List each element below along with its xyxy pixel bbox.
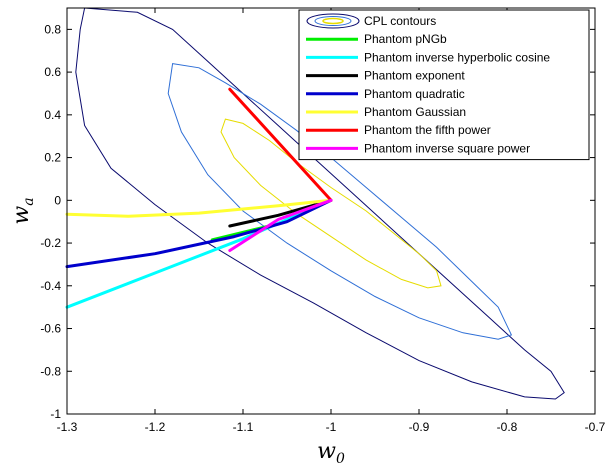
y-tick-label: -0.6: [40, 322, 61, 336]
x-tick-label: -0.8: [497, 420, 518, 434]
x-tick-label: -1.1: [233, 420, 254, 434]
y-tick-label: -0.8: [40, 364, 61, 378]
legend-label: Phantom quadratic: [364, 87, 465, 101]
x-tick-label: -0.7: [585, 420, 605, 434]
x-axis-label-sub: 0: [336, 451, 345, 467]
y-tick-label: 0: [54, 193, 61, 207]
y-tick-label: -0.2: [40, 236, 61, 250]
y-tick-label: -0.4: [40, 279, 61, 293]
x-tick-label: -1.2: [145, 420, 166, 434]
legend-swatch-contour-mid: [314, 16, 352, 26]
x-axis-label-main: w: [317, 439, 336, 464]
y-tick-label: -1: [50, 407, 61, 421]
legend-label: Phantom inverse hyperbolic cosine: [364, 50, 550, 64]
y-tick-label: 0.6: [44, 65, 61, 79]
legend-swatch-contour-inner: [322, 17, 344, 25]
x-axis-label: w0: [317, 439, 345, 467]
legend-item: Phantom inverse square power: [306, 141, 530, 155]
legend-label: Phantom pNGb: [364, 32, 447, 46]
legend-item: Phantom inverse hyperbolic cosine: [306, 50, 550, 64]
series-line-phantom-gaussian: [65, 198, 333, 218]
series-line-phantom-quadratic: [65, 198, 333, 269]
legend-item: CPL contours: [306, 13, 436, 29]
legend-label: CPL contours: [364, 14, 436, 28]
legend-box: [298, 9, 590, 161]
x-tick-label: -1: [326, 420, 337, 434]
legend-label: Phantom the fifth power: [364, 123, 491, 137]
legend: CPL contours Phantom pNGb Phantom inverse …: [298, 9, 590, 161]
series-line-phantom-inverse-square-power: [228, 198, 333, 252]
legend-label: Phantom exponent: [364, 69, 465, 83]
series-line-phantom-inverse-hyperbolic-cosine: [65, 198, 333, 309]
contour-level-1: [75, 7, 565, 400]
series-line-phantom-the-fifth-power: [228, 87, 333, 202]
legend-item: Phantom the fifth power: [306, 123, 491, 137]
y-axis-label-sub: a: [21, 197, 37, 205]
legend-item: Phantom exponent: [306, 69, 465, 83]
x-tick-label: -0.9: [409, 420, 430, 434]
legend-swatch-contour-outer: [306, 13, 360, 29]
axis-ticks: -1.3 -1.2 -1.1 -1 -0.9 -0.8 -0.7 -1 -0.8 -0.6 -0.4…: [40, 8, 605, 434]
y-axis-label: wa: [9, 197, 37, 224]
contour-level-2: [167, 63, 513, 340]
legend-item: Phantom Gaussian: [306, 105, 466, 119]
legend-item: Phantom quadratic: [306, 87, 465, 101]
x-tick-label: -1.3: [57, 420, 78, 434]
y-tick-label: 0.4: [44, 108, 61, 122]
y-tick-label: 0.8: [44, 22, 61, 36]
legend-item: Phantom pNGb: [306, 32, 447, 46]
y-tick-label: 0.2: [44, 151, 61, 165]
legend-label: Phantom inverse square power: [364, 141, 530, 155]
model-trajectories: [65, 87, 333, 309]
y-axis-label-main: w: [9, 206, 34, 225]
legend-label: Phantom Gaussian: [364, 105, 466, 119]
